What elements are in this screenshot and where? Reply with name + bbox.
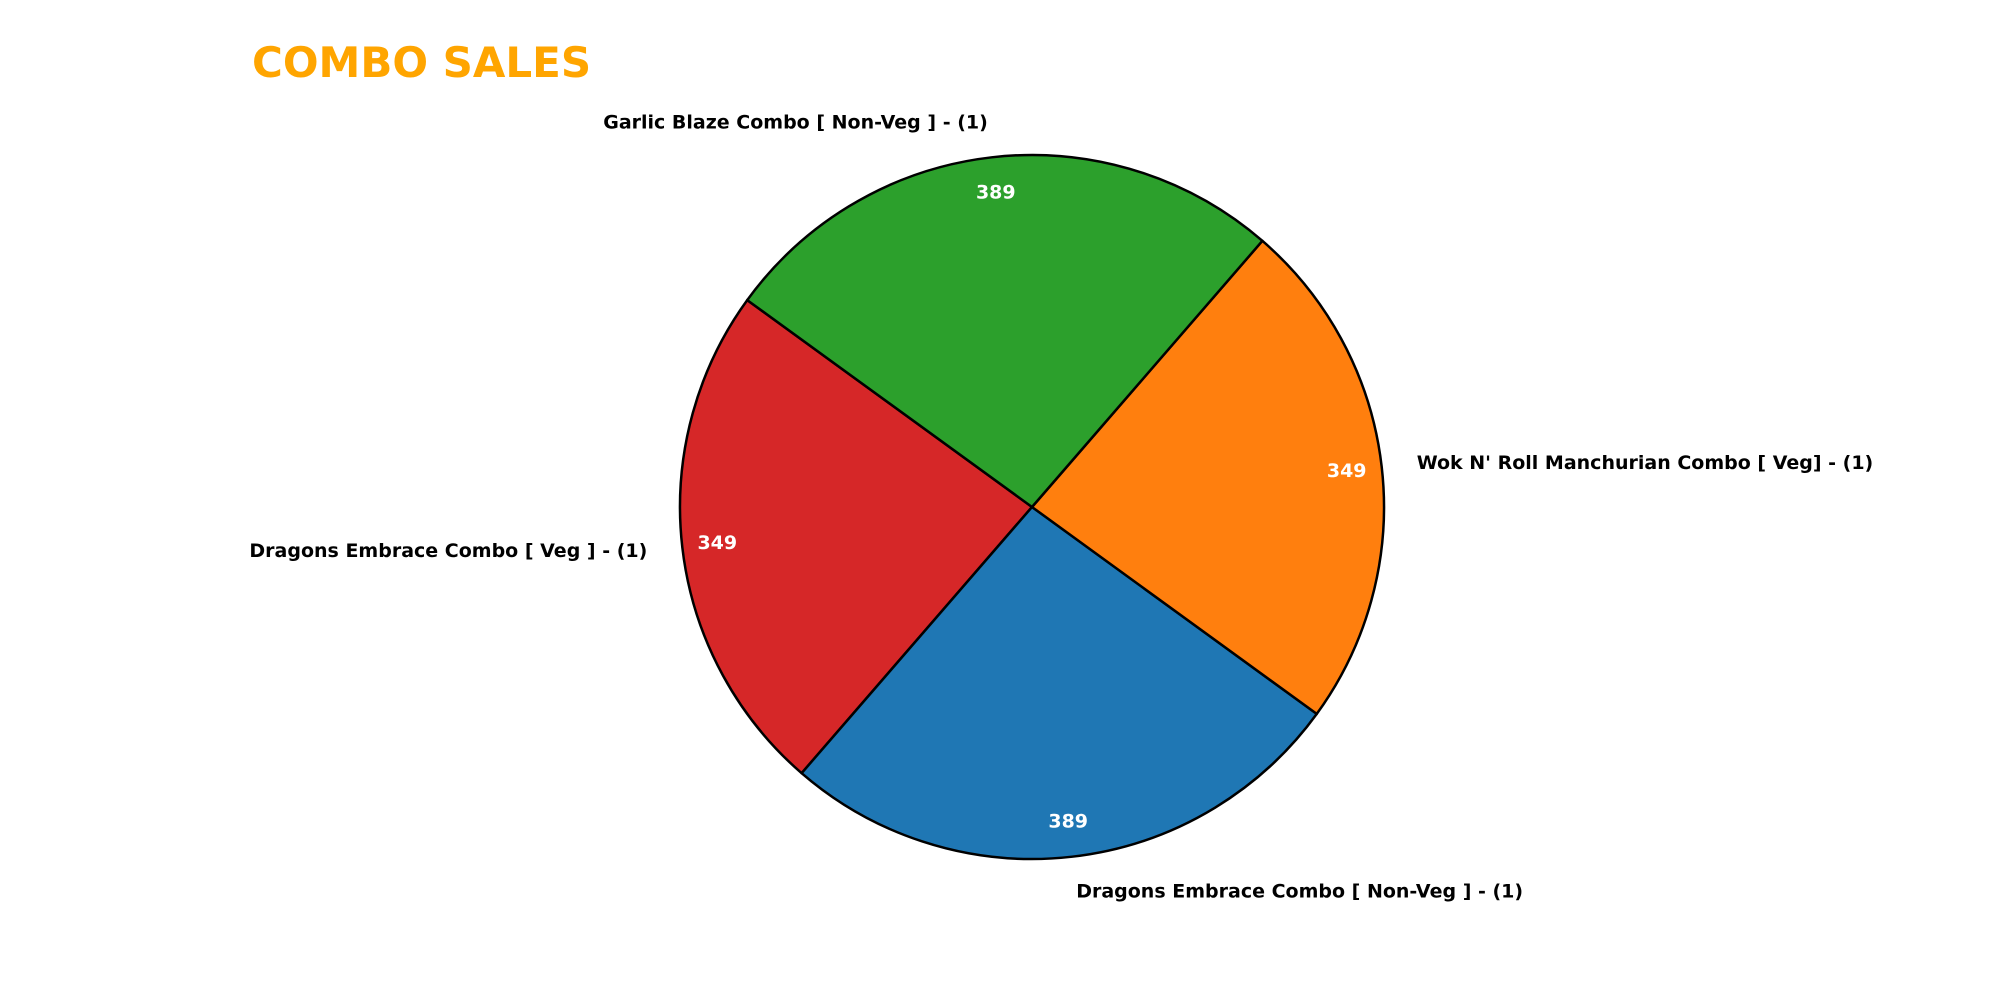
slice-value-label: 349 bbox=[1327, 460, 1367, 482]
slice-category-label: Dragons Embrace Combo [ Non-Veg ] - (1) bbox=[1076, 881, 1523, 903]
pie-slices bbox=[678, 153, 1386, 861]
pie-slice bbox=[745, 153, 1264, 509]
chart-title: COMBO SALES bbox=[252, 38, 591, 87]
slice-value-label: 389 bbox=[1048, 811, 1088, 833]
pie-slice-labels: Dragons Embrace Combo [ Veg ] - (1) Drago… bbox=[249, 111, 1873, 902]
pie-slice bbox=[800, 505, 1319, 861]
slice-value-label: 389 bbox=[976, 181, 1016, 203]
slice-category-label: Garlic Blaze Combo [ Non-Veg ] - (1) bbox=[603, 111, 988, 133]
pie-value-labels: 349 389 349 389 bbox=[697, 181, 1366, 832]
slice-category-label: Wok N' Roll Manchurian Combo [ Veg] - (1… bbox=[1417, 452, 1874, 474]
pie-slice bbox=[1030, 239, 1386, 716]
pie-slice bbox=[678, 298, 1034, 775]
slice-category-label: Dragons Embrace Combo [ Veg ] - (1) bbox=[249, 540, 647, 562]
slice-value-label: 349 bbox=[697, 532, 737, 554]
